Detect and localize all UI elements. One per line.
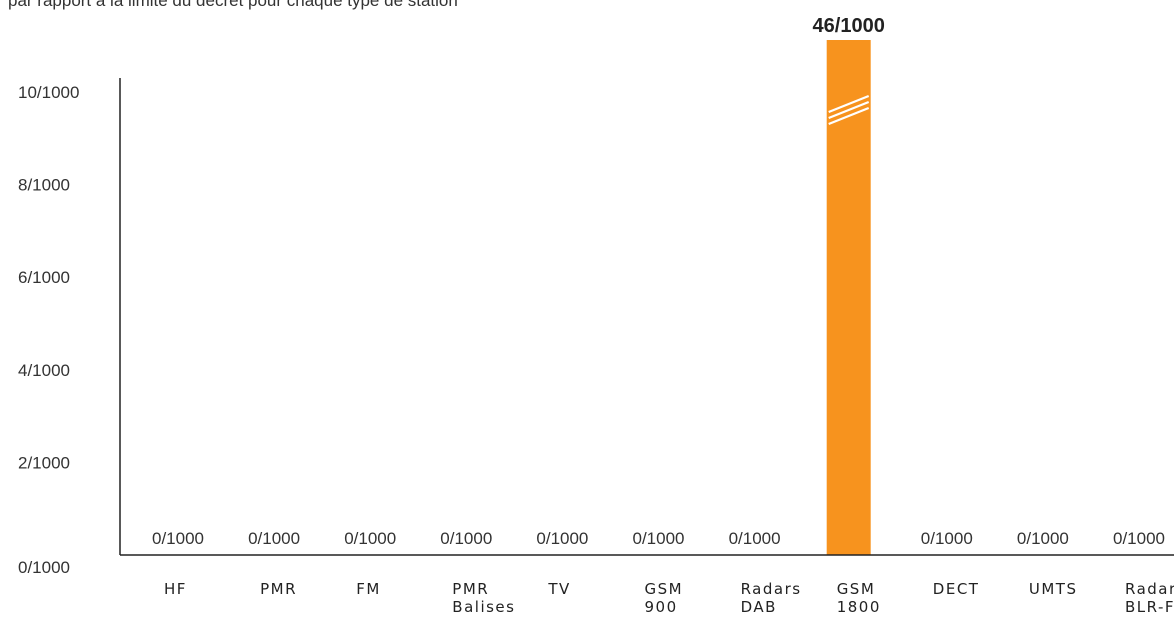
category-label: Radars DAB xyxy=(741,580,802,616)
category-label: UMTS xyxy=(1029,580,1078,598)
category-label: GSM 1800 xyxy=(837,580,881,616)
category-label-line: 1800 xyxy=(837,598,881,616)
category-label-line: Balises xyxy=(452,598,515,616)
value-labels-group: 0/1000 0/1000 0/1000 0/1000 0/1000 0/1000 0/10… xyxy=(152,15,1165,548)
category-label-line: GSM xyxy=(837,580,876,598)
bar-value-label: 0/1000 xyxy=(921,529,973,548)
category-label: PMR Balises xyxy=(452,580,515,616)
category-label-line: DECT xyxy=(933,580,980,598)
bar-value-label: 0/1000 xyxy=(1113,529,1165,548)
y-tick-label: 6/1000 xyxy=(18,268,70,287)
bar-value-label: 0/1000 xyxy=(729,529,781,548)
category-label-line: PMR xyxy=(260,580,297,598)
bar-value-label: 46/1000 xyxy=(813,15,885,37)
category-label: FM xyxy=(356,580,381,598)
category-label: HF xyxy=(164,580,187,598)
category-label-line: BLR-FH xyxy=(1125,598,1174,616)
category-label-line: GSM xyxy=(645,580,684,598)
category-label-line: UMTS xyxy=(1029,580,1078,598)
bar-value-label: 0/1000 xyxy=(248,529,300,548)
category-label-line: FM xyxy=(356,580,381,598)
bar-value-label: 0/1000 xyxy=(536,529,588,548)
bar-value-label: 0/1000 xyxy=(440,529,492,548)
category-label-line: DAB xyxy=(741,598,777,616)
category-label-line: Radars xyxy=(1125,580,1174,598)
axes-group xyxy=(119,78,1174,556)
axis-break-mark xyxy=(828,94,870,114)
bar-value-label: 0/1000 xyxy=(344,529,396,548)
y-tick-label: 8/1000 xyxy=(18,176,70,195)
category-label-line: Radars xyxy=(741,580,802,598)
y-tick-label: 2/1000 xyxy=(18,453,70,472)
category-label-line: TV xyxy=(547,580,570,598)
category-label: PMR xyxy=(260,580,297,598)
category-label: TV xyxy=(547,580,570,598)
axis-break-mark xyxy=(828,100,870,120)
category-label-line: 900 xyxy=(645,598,678,616)
bars-group xyxy=(826,40,871,555)
category-label: DECT xyxy=(933,580,980,598)
bar-value-label: 0/1000 xyxy=(633,529,685,548)
y-tick-label: 4/1000 xyxy=(18,361,70,380)
chart-subtitle: par rapport à la limite du décret pour c… xyxy=(8,0,458,10)
axis-break-mark xyxy=(828,106,870,126)
y-tick-label: 10/1000 xyxy=(18,83,79,102)
category-label-line: HF xyxy=(164,580,187,598)
category-label-line: PMR xyxy=(452,580,489,598)
bar-value-label: 0/1000 xyxy=(152,529,204,548)
bar xyxy=(826,40,871,555)
category-label: RadarsBLR-FH xyxy=(1125,580,1174,616)
y-tick-labels: 0/1000 2/1000 4/1000 6/1000 8/1000 10/1000 xyxy=(18,83,79,577)
category-label: GSM 900 xyxy=(645,580,684,616)
bar-value-label: 0/1000 xyxy=(1017,529,1069,548)
y-tick-label: 0/1000 xyxy=(18,558,70,577)
